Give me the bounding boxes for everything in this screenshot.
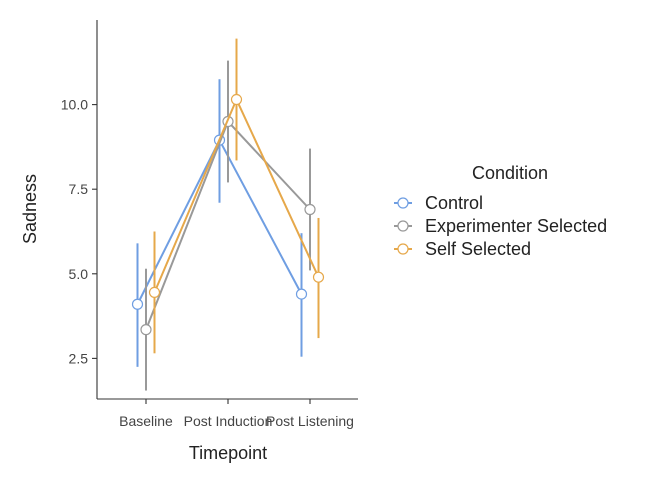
- data-point: [295, 288, 308, 300]
- legend-label: Experimenter Selected: [425, 216, 607, 236]
- y-tick-label: 10.0: [61, 97, 88, 113]
- legend-item: Self Selected: [394, 239, 531, 259]
- data-point: [131, 298, 144, 310]
- legend: Condition Control Experimenter Selected Se…: [394, 163, 607, 259]
- legend-item: Experimenter Selected: [394, 216, 607, 236]
- data-point: [230, 93, 243, 106]
- y-tick-label: 5.0: [69, 266, 89, 282]
- legend-key-point: [397, 220, 409, 232]
- data-point: [140, 324, 152, 336]
- y-ticks: 2.5 5.0 7.5 10.0: [61, 97, 97, 366]
- data-point: [304, 203, 316, 216]
- series-group: [148, 38, 325, 354]
- series-layer: [131, 38, 325, 391]
- series-group: [140, 60, 316, 391]
- data-point: [312, 271, 325, 283]
- legend-title: Condition: [472, 163, 548, 183]
- legend-items: Control Experimenter Selected Self Selecte…: [394, 193, 607, 259]
- legend-key-point: [397, 243, 409, 255]
- x-tick-label: Baseline: [119, 413, 173, 429]
- legend-item: Control: [394, 193, 483, 213]
- legend-label: Self Selected: [425, 239, 531, 259]
- x-tick-label: Post Induction: [184, 413, 273, 429]
- y-axis-title: Sadness: [20, 174, 40, 244]
- legend-key-point: [397, 197, 409, 209]
- data-point: [148, 286, 161, 299]
- y-tick-label: 2.5: [69, 350, 89, 366]
- y-tick-label: 7.5: [69, 181, 89, 197]
- series-group: [131, 79, 308, 367]
- x-axis-title: Timepoint: [189, 443, 267, 463]
- x-tick-label: Post Listening: [266, 413, 354, 429]
- legend-label: Control: [425, 193, 483, 213]
